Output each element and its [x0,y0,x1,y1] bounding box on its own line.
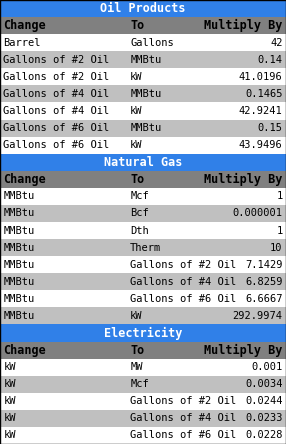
Text: MMBtu: MMBtu [3,277,35,287]
Text: MMBtu: MMBtu [130,89,161,99]
Bar [0,68,286,85]
Bar [0,171,286,188]
Text: Change: Change [3,344,46,357]
Text: 6.8259: 6.8259 [245,277,283,287]
Bar [0,222,286,239]
Text: MMBtu: MMBtu [3,226,35,235]
Text: Gallons of #2 Oil: Gallons of #2 Oil [130,396,237,406]
Text: Barrel: Barrel [3,38,41,48]
Text: Gallons of #4 Oil: Gallons of #4 Oil [130,277,237,287]
Text: 0.15: 0.15 [258,123,283,133]
Text: 41.0196: 41.0196 [239,72,283,82]
Text: Dth: Dth [130,226,149,235]
Text: 10: 10 [270,242,283,253]
Text: To: To [130,344,144,357]
Bar [0,410,286,427]
Text: Mcf: Mcf [130,191,149,202]
Text: MMBtu: MMBtu [3,311,35,321]
Bar [0,119,286,137]
Text: 0.14: 0.14 [258,55,283,65]
Text: kW: kW [130,106,143,116]
Bar [0,103,286,119]
Text: 0.0244: 0.0244 [245,396,283,406]
Text: Gallons of #6 Oil: Gallons of #6 Oil [130,431,237,440]
Text: 1: 1 [276,226,283,235]
Text: kW: kW [130,72,143,82]
Text: Multiply By: Multiply By [204,344,283,357]
Text: MMBtu: MMBtu [130,55,161,65]
Text: Gallons of #4 Oil: Gallons of #4 Oil [3,89,110,99]
Bar [0,239,286,256]
Text: Gallons of #6 Oil: Gallons of #6 Oil [130,294,237,304]
Text: Electricity: Electricity [104,326,182,340]
Text: Multiply By: Multiply By [204,19,283,32]
Text: Bcf: Bcf [130,209,149,218]
Text: Gallons of #4 Oil: Gallons of #4 Oil [130,413,237,424]
Text: 42.9241: 42.9241 [239,106,283,116]
Text: Therm: Therm [130,242,161,253]
Text: 42: 42 [270,38,283,48]
Text: 0.001: 0.001 [251,362,283,372]
Text: 0.0034: 0.0034 [245,379,283,389]
Text: 0.0233: 0.0233 [245,413,283,424]
Text: MMBtu: MMBtu [3,191,35,202]
Bar [0,85,286,103]
Bar [0,188,286,205]
Bar [0,256,286,273]
Text: 6.6667: 6.6667 [245,294,283,304]
Text: MMBtu: MMBtu [3,242,35,253]
Text: Gallons of #6 Oil: Gallons of #6 Oil [3,140,110,150]
Text: MMBtu: MMBtu [130,123,161,133]
Text: kW: kW [3,413,16,424]
Text: To: To [130,173,144,186]
Text: Oil Products: Oil Products [100,2,186,15]
Text: MMBtu: MMBtu [3,209,35,218]
Text: 7.1429: 7.1429 [245,260,283,270]
Text: Gallons: Gallons [130,38,174,48]
Text: Multiply By: Multiply By [204,173,283,186]
Text: kW: kW [3,362,16,372]
Text: 0.1465: 0.1465 [245,89,283,99]
Text: kW: kW [130,140,143,150]
Bar [0,154,286,171]
Text: kW: kW [3,379,16,389]
Bar [0,137,286,154]
Text: 0.0228: 0.0228 [245,431,283,440]
Bar [0,51,286,68]
Text: 0.000001: 0.000001 [233,209,283,218]
Text: Gallons of #2 Oil: Gallons of #2 Oil [3,72,110,82]
Bar [0,290,286,307]
Text: To: To [130,19,144,32]
Text: MW: MW [130,362,143,372]
Bar [0,17,286,34]
Text: Natural Gas: Natural Gas [104,156,182,169]
Text: 43.9496: 43.9496 [239,140,283,150]
Bar [0,34,286,51]
Bar [0,427,286,444]
Bar [0,393,286,410]
Text: Gallons of #2 Oil: Gallons of #2 Oil [3,55,110,65]
Text: kW: kW [3,396,16,406]
Text: Change: Change [3,19,46,32]
Text: Gallons of #4 Oil: Gallons of #4 Oil [3,106,110,116]
Text: 1: 1 [276,191,283,202]
Text: kW: kW [3,431,16,440]
Text: MMBtu: MMBtu [3,260,35,270]
Bar [0,325,286,341]
Text: kW: kW [130,311,143,321]
Bar [0,307,286,325]
Text: Gallons of #2 Oil: Gallons of #2 Oil [130,260,237,270]
Bar [0,205,286,222]
Text: Gallons of #6 Oil: Gallons of #6 Oil [3,123,110,133]
Bar [0,341,286,359]
Bar [0,376,286,393]
Text: Mcf: Mcf [130,379,149,389]
Bar [0,273,286,290]
Text: Change: Change [3,173,46,186]
Text: MMBtu: MMBtu [3,294,35,304]
Bar [0,359,286,376]
Text: 292.9974: 292.9974 [233,311,283,321]
Bar [0,0,286,17]
